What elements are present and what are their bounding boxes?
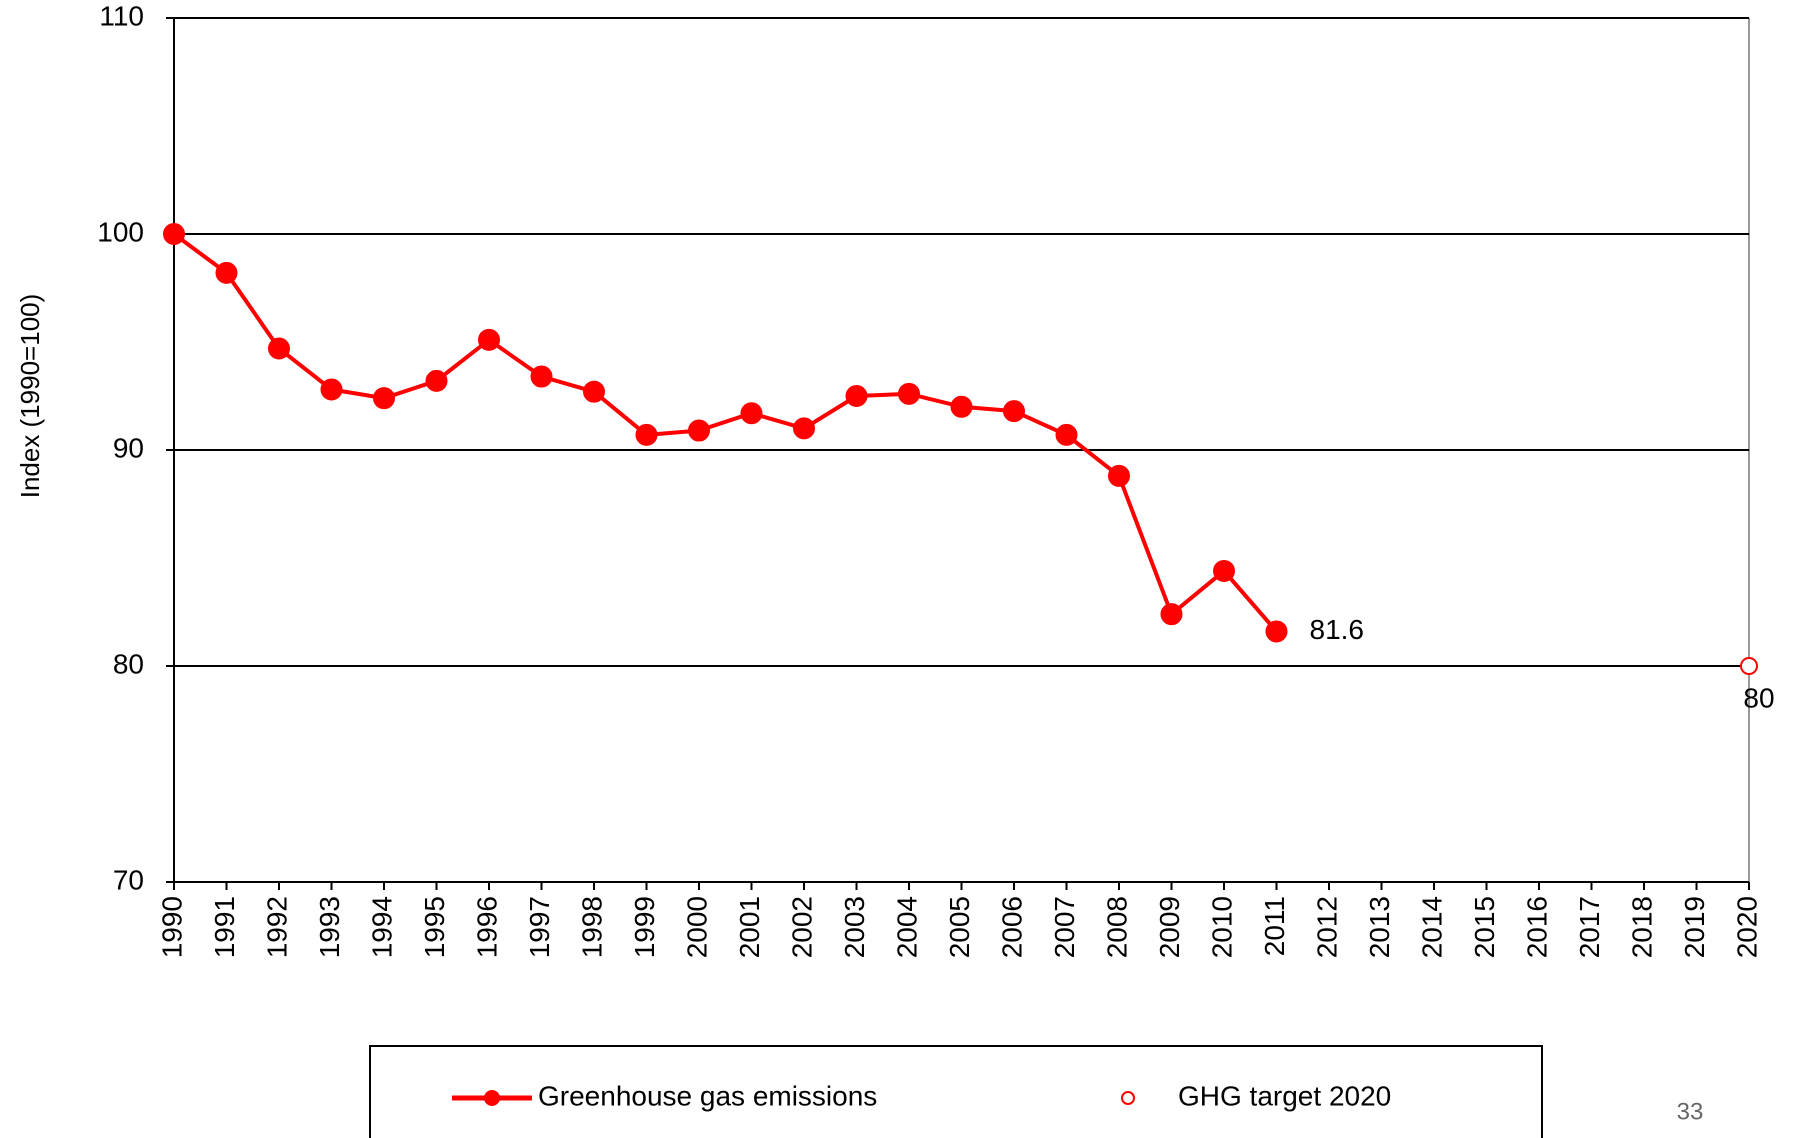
data-point bbox=[1213, 559, 1235, 582]
data-point bbox=[268, 337, 290, 360]
x-tick-label: 2006 bbox=[996, 896, 1027, 958]
data-point bbox=[1108, 464, 1130, 487]
data-point bbox=[1055, 423, 1078, 446]
x-tick-label: 1993 bbox=[314, 896, 345, 958]
data-point bbox=[583, 380, 605, 403]
x-tick-label: 1997 bbox=[524, 896, 555, 958]
data-point bbox=[530, 365, 553, 388]
x-tick-label: 2018 bbox=[1626, 896, 1657, 958]
data-point bbox=[1740, 657, 1758, 675]
y-axis-label: Index (1990=100) bbox=[15, 294, 45, 499]
series-line bbox=[172, 232, 1279, 633]
data-point bbox=[740, 402, 763, 425]
x-tick-label: 2004 bbox=[891, 896, 922, 958]
data-point bbox=[845, 385, 868, 407]
y-tick-label: 70 bbox=[113, 864, 144, 895]
legend-label: GHG target 2020 bbox=[1178, 1080, 1391, 1111]
data-point bbox=[898, 382, 920, 405]
data-point bbox=[950, 395, 973, 418]
x-tick-label: 1994 bbox=[366, 896, 397, 958]
x-tick-label: 2011 bbox=[1259, 896, 1290, 956]
x-tick-label: 2008 bbox=[1101, 896, 1132, 958]
x-tick-label: 1991 bbox=[209, 896, 240, 958]
data-point bbox=[425, 369, 448, 392]
x-tick-label: 1999 bbox=[629, 896, 660, 958]
legend-marker bbox=[1121, 1091, 1135, 1105]
x-tick-label: 2005 bbox=[944, 896, 975, 958]
x-tick-label: 2015 bbox=[1469, 896, 1500, 958]
x-tick-label: 1998 bbox=[576, 896, 607, 958]
data-point bbox=[478, 328, 500, 351]
x-tick-label: 2003 bbox=[839, 896, 870, 958]
x-tick-label: 2002 bbox=[786, 896, 817, 958]
data-point bbox=[1003, 400, 1025, 423]
x-tick-label: 2000 bbox=[681, 896, 712, 958]
data-label: 81.6 bbox=[1310, 614, 1365, 645]
x-tick-label: 1992 bbox=[261, 896, 292, 958]
x-tick-label: 2007 bbox=[1049, 896, 1080, 958]
x-tick-label: 2009 bbox=[1154, 896, 1185, 958]
y-tick-label: 110 bbox=[99, 0, 144, 31]
data-point bbox=[163, 223, 185, 245]
data-point bbox=[793, 417, 815, 440]
data-point bbox=[635, 423, 658, 446]
data-point bbox=[1160, 603, 1183, 626]
x-tick-label: 2019 bbox=[1679, 896, 1710, 958]
y-tick-label: 100 bbox=[97, 216, 144, 247]
page-number: 33 bbox=[1677, 1098, 1704, 1125]
legend-marker bbox=[484, 1090, 500, 1106]
x-tick-label: 1995 bbox=[419, 896, 450, 958]
y-tick-label: 80 bbox=[113, 648, 144, 679]
x-tick-label: 2013 bbox=[1364, 896, 1395, 958]
legend-box bbox=[369, 1045, 1543, 1138]
data-point bbox=[320, 378, 343, 401]
data-point bbox=[688, 419, 710, 442]
data-label: 80 bbox=[1743, 682, 1774, 713]
y-tick-label: 90 bbox=[113, 432, 144, 463]
x-tick-label: 1990 bbox=[156, 896, 187, 958]
legend-label: Greenhouse gas emissions bbox=[538, 1080, 877, 1111]
x-tick-label: 2010 bbox=[1206, 896, 1237, 958]
x-tick-label: 2014 bbox=[1416, 896, 1447, 958]
data-point bbox=[373, 387, 395, 410]
x-tick-label: 2012 bbox=[1311, 896, 1342, 958]
data-point bbox=[1265, 620, 1288, 643]
x-tick-label: 1996 bbox=[471, 896, 502, 958]
data-point bbox=[215, 261, 238, 284]
x-tick-label: 2017 bbox=[1574, 896, 1605, 958]
x-tick-label: 2016 bbox=[1521, 896, 1552, 958]
x-tick-label: 2001 bbox=[734, 896, 765, 958]
x-tick-label: 2020 bbox=[1731, 896, 1762, 958]
